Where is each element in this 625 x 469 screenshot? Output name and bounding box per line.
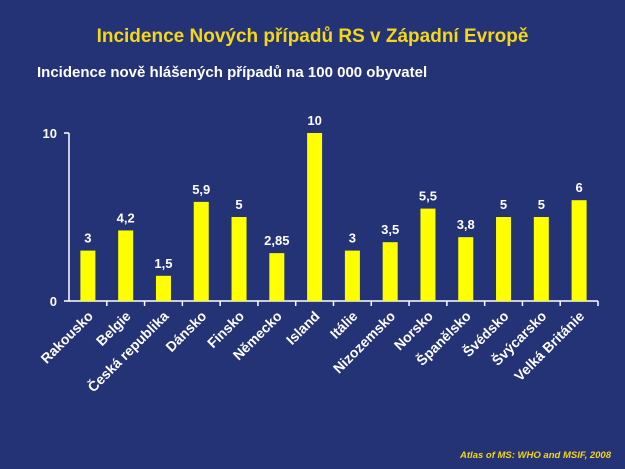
bar bbox=[458, 237, 474, 301]
data-label: 3 bbox=[84, 231, 91, 246]
bar bbox=[269, 253, 285, 301]
data-label: 5,9 bbox=[192, 182, 210, 197]
chart-title: Incidence Nových případů RS v Západní Ev… bbox=[96, 26, 529, 47]
source-note: Atlas of MS: WHO and MSIF, 2008 bbox=[460, 450, 611, 461]
data-label: 6 bbox=[575, 180, 582, 195]
data-label: 5 bbox=[538, 197, 545, 212]
bar bbox=[420, 208, 436, 301]
y-tick-label: 0 bbox=[50, 294, 57, 309]
bar bbox=[307, 133, 323, 301]
x-tick-label: Rakousko bbox=[37, 308, 96, 367]
bar bbox=[496, 217, 512, 301]
data-label: 5,5 bbox=[419, 189, 437, 204]
x-tick-label: Island bbox=[283, 308, 323, 348]
bar bbox=[344, 250, 360, 301]
bar bbox=[80, 250, 96, 301]
bar bbox=[193, 201, 209, 301]
data-label: 3,8 bbox=[457, 217, 475, 232]
data-label: 2,85 bbox=[264, 233, 289, 248]
bar bbox=[533, 217, 549, 301]
chart-data-labels: 3 4,2 1,5 5,9 5 2,85 10 3 3,5 5,5 3,8 5 5 6 bbox=[84, 113, 582, 271]
bar bbox=[571, 200, 587, 301]
chart-subtitle: Incidence nově hlášených případů na 100 … bbox=[37, 64, 428, 81]
data-label: 3 bbox=[349, 231, 356, 246]
x-tick-label: Dánsko bbox=[162, 308, 209, 355]
data-label: 1,5 bbox=[154, 256, 172, 271]
bar bbox=[118, 230, 134, 301]
data-label: 4,2 bbox=[117, 210, 135, 225]
bar bbox=[155, 275, 171, 301]
bar bbox=[382, 242, 398, 301]
x-tick-label: Itálie bbox=[327, 308, 361, 342]
data-label: 5 bbox=[500, 197, 507, 212]
bar bbox=[231, 217, 247, 301]
data-label: 3,5 bbox=[381, 222, 399, 237]
data-label: 5 bbox=[235, 197, 242, 212]
chart-bars bbox=[80, 133, 587, 301]
y-tick-label: 10 bbox=[43, 126, 57, 141]
data-label: 10 bbox=[307, 113, 321, 128]
